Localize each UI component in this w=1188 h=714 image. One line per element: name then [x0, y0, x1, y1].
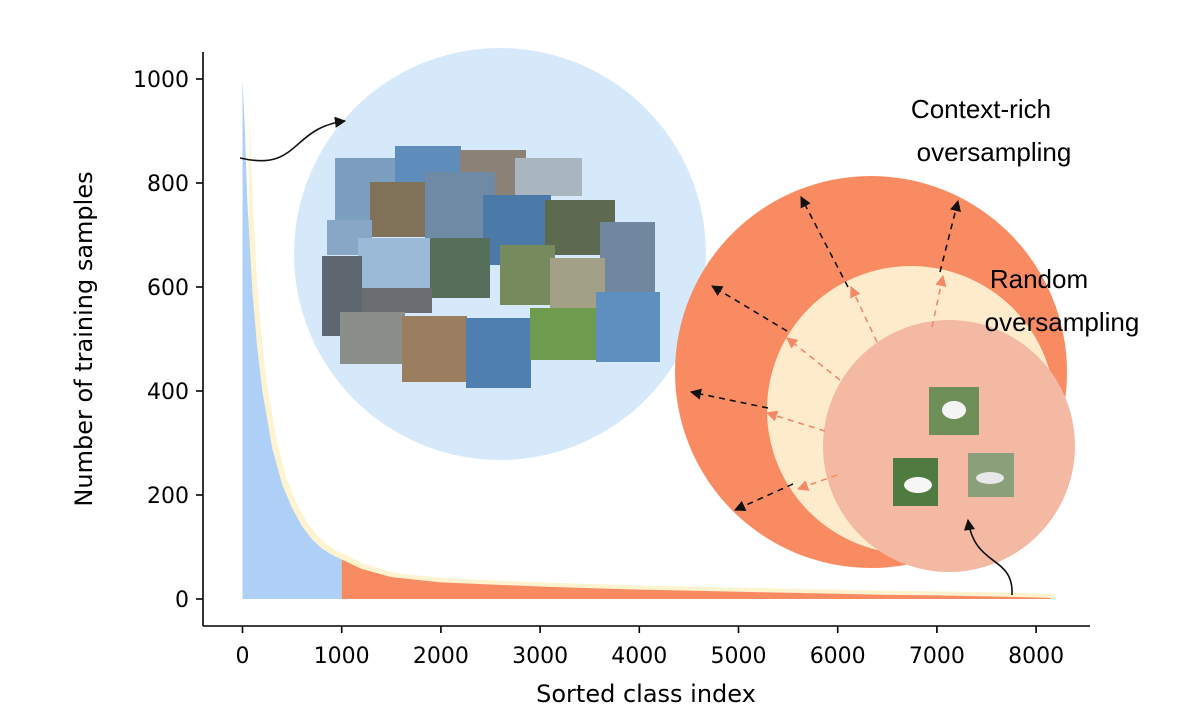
x-tick-label: 6000	[810, 644, 866, 669]
dashed-arrow	[939, 199, 961, 273]
x-axis-label: Sorted class index	[536, 680, 756, 708]
bird-photo	[402, 316, 467, 382]
bird-photo	[550, 258, 605, 313]
distribution-area	[242, 79, 1056, 599]
tail-area-glow	[244, 116, 1056, 599]
bird-photo	[430, 238, 490, 298]
y-tick-label: 600	[147, 276, 189, 301]
y-tick-label: 400	[147, 380, 189, 405]
bird-photo	[515, 158, 582, 196]
bird-photo	[370, 182, 435, 237]
y-tick-label: 1000	[133, 68, 189, 93]
y-ticks: 0 200 400 600 800 1000	[133, 68, 203, 613]
random-label-line2: oversampling	[985, 307, 1140, 337]
bird-photo	[500, 245, 555, 305]
goose-figure	[904, 477, 932, 493]
x-tick-label: 4000	[611, 644, 667, 669]
y-tick-label: 800	[147, 172, 189, 197]
bird-photo	[466, 318, 531, 388]
bird-photo	[530, 308, 600, 360]
random-label-line1: Random	[990, 264, 1088, 294]
tail-area	[341, 559, 1051, 599]
bird-photo	[596, 292, 660, 362]
context-rich-label-line1: Context-rich	[911, 94, 1051, 124]
x-ticks: 0 1000 2000 3000 4000 5000 6000 7000 8000	[236, 626, 1064, 669]
y-tick-label: 0	[175, 588, 189, 613]
bird-photo-collage	[322, 146, 660, 388]
x-tick-label: 5000	[711, 644, 767, 669]
y-axis-label: Number of training samples	[70, 171, 98, 506]
bird-photo	[362, 288, 432, 313]
dashed-arrow	[689, 388, 769, 409]
context-rich-label-line2: oversampling	[917, 137, 1072, 167]
dashed-arrow	[711, 285, 788, 332]
x-tick-label: 1000	[314, 644, 370, 669]
tail-pointer-arrow	[963, 518, 1013, 596]
head-area	[242, 79, 342, 599]
random-oversampling-arrows	[765, 274, 947, 491]
bird-photo	[358, 238, 430, 288]
bird-photo	[600, 222, 655, 292]
tail-samples-circle	[823, 320, 1075, 572]
x-tick-label: 3000	[512, 644, 568, 669]
dashed-arrow	[786, 337, 841, 381]
goose-figure	[942, 401, 966, 419]
goose-figure	[976, 472, 1004, 484]
x-tick-label: 8000	[1008, 644, 1064, 669]
x-tick-label: 2000	[413, 644, 469, 669]
bird-photo	[340, 312, 405, 364]
x-tick-label: 0	[236, 644, 250, 669]
context-rich-arrows	[689, 196, 961, 511]
dashed-arrow	[931, 274, 947, 328]
head-pointer-arrow	[239, 116, 347, 162]
x-tick-label: 7000	[909, 644, 965, 669]
y-tick-label: 200	[147, 484, 189, 509]
dashed-arrow	[796, 474, 838, 491]
dashed-arrow	[800, 196, 849, 288]
